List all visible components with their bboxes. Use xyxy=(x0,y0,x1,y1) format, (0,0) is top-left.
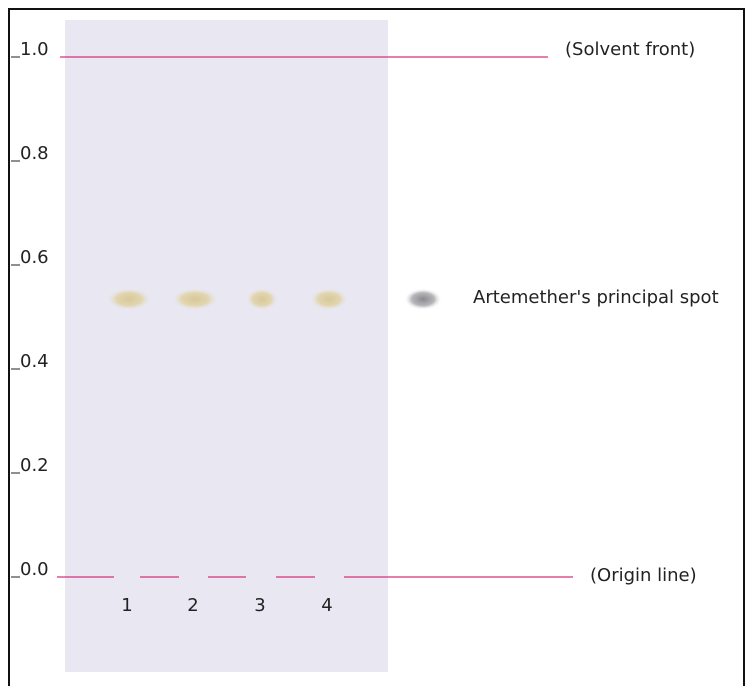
spot xyxy=(310,288,348,310)
plate xyxy=(65,20,388,672)
lane-label: 3 xyxy=(254,595,265,616)
scale-label: 0.0 xyxy=(20,559,49,580)
origin-line-label: (Origin line) xyxy=(590,565,697,586)
reference-label: Artemether's principal spot xyxy=(473,287,719,308)
spot xyxy=(246,288,278,310)
scale-label: 0.2 xyxy=(20,455,49,476)
scale-label: 1.0 xyxy=(20,39,49,60)
scale-label: 0.8 xyxy=(20,143,49,164)
lane-label: 1 xyxy=(121,595,132,616)
scale-label: 0.6 xyxy=(20,247,49,268)
spot xyxy=(107,288,151,310)
lane-label: 4 xyxy=(321,595,332,616)
tlc-diagram: 1.0 0.8 0.6 0.4 0.2 0.0 (Solvent front) (Origin… xyxy=(0,0,751,686)
solvent-front-label: (Solvent front) xyxy=(565,39,695,60)
scale-label: 0.4 xyxy=(20,351,49,372)
spot xyxy=(172,288,218,310)
lane-label: 2 xyxy=(187,595,198,616)
reference-spot xyxy=(404,288,442,310)
